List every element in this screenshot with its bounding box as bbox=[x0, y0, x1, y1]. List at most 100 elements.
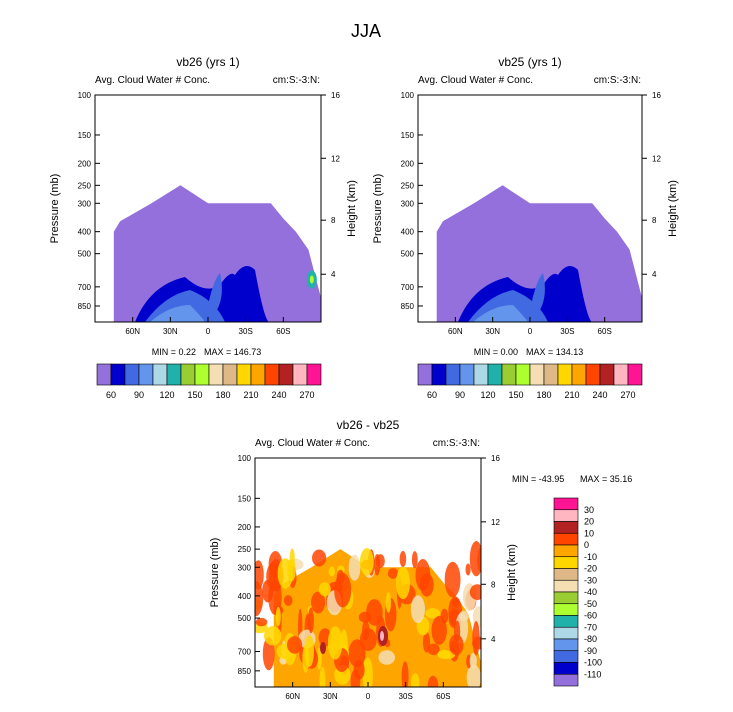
y-tick-label: 850 bbox=[401, 302, 415, 311]
contour-region bbox=[465, 563, 471, 576]
colorbar-swatch bbox=[292, 363, 308, 386]
y-tick-label: 150 bbox=[401, 131, 415, 140]
contour-region bbox=[362, 657, 373, 687]
colorbar-swatch bbox=[180, 363, 196, 386]
contour-region bbox=[449, 634, 464, 656]
contour-region bbox=[95, 185, 321, 322]
y-tick-label: 150 bbox=[78, 131, 92, 140]
contour-region bbox=[374, 554, 381, 576]
max-label: MAX = 35.16 bbox=[580, 474, 632, 484]
colorbar-label: 60 bbox=[106, 390, 116, 400]
colorbar-swatch bbox=[445, 363, 461, 386]
y-tick-label: 300 bbox=[238, 563, 252, 572]
x-tick-label: 30S bbox=[399, 692, 413, 701]
colorbar-swatch bbox=[222, 363, 238, 386]
contour-region bbox=[308, 607, 314, 634]
x-tick-label: 60S bbox=[436, 692, 450, 701]
colorbar-swatch bbox=[194, 363, 210, 386]
y-right-axis-label: Height (km) bbox=[346, 180, 358, 237]
y-tick-label: 100 bbox=[238, 454, 252, 463]
colorbar-label: 30 bbox=[584, 505, 594, 515]
colorbar-label: 210 bbox=[243, 390, 258, 400]
contour-region bbox=[469, 541, 481, 577]
y-right-tick-label: 8 bbox=[331, 216, 336, 225]
colorbar-swatch bbox=[110, 363, 126, 386]
y-tick-label: 700 bbox=[238, 648, 252, 657]
colorbar-label: 120 bbox=[159, 390, 174, 400]
y-axis-label: Pressure (mb) bbox=[209, 538, 221, 608]
panel-1: 100 150 200 250 300 400 500 700 850 16 12 8 4 60N 30N 0… bbox=[49, 55, 358, 400]
contour-region bbox=[264, 626, 282, 646]
contour-region bbox=[419, 573, 434, 597]
contour-region bbox=[312, 549, 327, 567]
colorbar: 60 90 120 150 180 210 240 270 bbox=[96, 363, 322, 400]
contour-field bbox=[95, 185, 321, 322]
contour-region bbox=[283, 595, 293, 606]
contour-region bbox=[304, 635, 315, 667]
y-tick-label: 850 bbox=[78, 302, 92, 311]
colorbar-label: 20 bbox=[584, 517, 594, 527]
y-right-tick-label: 12 bbox=[331, 154, 340, 163]
contour-region bbox=[318, 582, 331, 597]
colorbar-label: -50 bbox=[584, 599, 597, 609]
colorbar-label: 60 bbox=[427, 390, 437, 400]
x-tick-label: 60N bbox=[125, 327, 140, 336]
colorbar-swatch bbox=[585, 363, 601, 386]
colorbar-swatch bbox=[515, 363, 531, 386]
panel-title: vb26 - vb25 bbox=[337, 418, 400, 432]
colorbar-label: 90 bbox=[455, 390, 465, 400]
x-tick-label: 30S bbox=[560, 327, 574, 336]
contour-region bbox=[411, 551, 418, 569]
colorbar-swatch bbox=[571, 363, 587, 386]
y-right-axis-label: Height (km) bbox=[667, 180, 679, 237]
contour-region bbox=[427, 675, 439, 687]
colorbar-swatch bbox=[459, 363, 475, 386]
contour-region bbox=[275, 606, 281, 627]
x-tick-label: 60N bbox=[448, 327, 463, 336]
colorbar-swatch bbox=[208, 363, 224, 386]
contour-region bbox=[378, 650, 396, 665]
colorbar-label: -40 bbox=[584, 587, 597, 597]
contour-region bbox=[452, 597, 460, 608]
colorbar-swatch bbox=[613, 363, 629, 386]
contour-region bbox=[418, 185, 642, 322]
colorbar-swatch bbox=[553, 544, 579, 558]
min-label: MIN = 0.22 bbox=[152, 347, 196, 357]
contour-region bbox=[359, 628, 377, 651]
y-tick-label: 400 bbox=[238, 592, 252, 601]
y-tick-label: 250 bbox=[238, 545, 252, 554]
figure-title: JJA bbox=[351, 21, 381, 41]
colorbar-label: 180 bbox=[215, 390, 230, 400]
contour-region bbox=[277, 558, 293, 589]
max-label: MAX = 146.73 bbox=[204, 347, 261, 357]
colorbar-label: 270 bbox=[299, 390, 314, 400]
colorbar: 60 90 120 150 180 210 240 270 bbox=[417, 363, 643, 400]
panel-2: 100 150 200 250 300 400 500 700 850 16 12 8 4 60N 30N 0… bbox=[372, 55, 679, 400]
colorbar-label: 240 bbox=[592, 390, 607, 400]
colorbar-label: -70 bbox=[584, 622, 597, 632]
contour-region bbox=[425, 608, 441, 619]
colorbar-swatch bbox=[553, 603, 579, 616]
colorbar-swatch bbox=[557, 363, 573, 386]
y-axis-label: Pressure (mb) bbox=[49, 174, 61, 244]
colorbar-swatch bbox=[553, 662, 579, 675]
y-tick-label: 500 bbox=[78, 250, 92, 259]
panel-subtitle-right: cm:S:-3:N: bbox=[433, 438, 480, 449]
colorbar-swatch bbox=[553, 638, 579, 652]
x-tick-label: 30N bbox=[485, 327, 500, 336]
y-axis-label: Pressure (mb) bbox=[372, 174, 384, 244]
contour-region bbox=[469, 652, 477, 670]
contour-region bbox=[458, 610, 469, 622]
x-tick-label: 30N bbox=[163, 327, 178, 336]
contour-region bbox=[387, 568, 399, 579]
colorbar-label: 150 bbox=[508, 390, 523, 400]
contour-region bbox=[328, 566, 335, 577]
y-right-tick-label: 16 bbox=[652, 91, 661, 100]
contour-region bbox=[348, 639, 366, 668]
contour-region bbox=[311, 591, 326, 614]
colorbar-label: 270 bbox=[620, 390, 635, 400]
contour-region bbox=[255, 580, 264, 617]
colorbar-swatch bbox=[553, 615, 579, 628]
colorbar-label: -20 bbox=[584, 564, 597, 574]
